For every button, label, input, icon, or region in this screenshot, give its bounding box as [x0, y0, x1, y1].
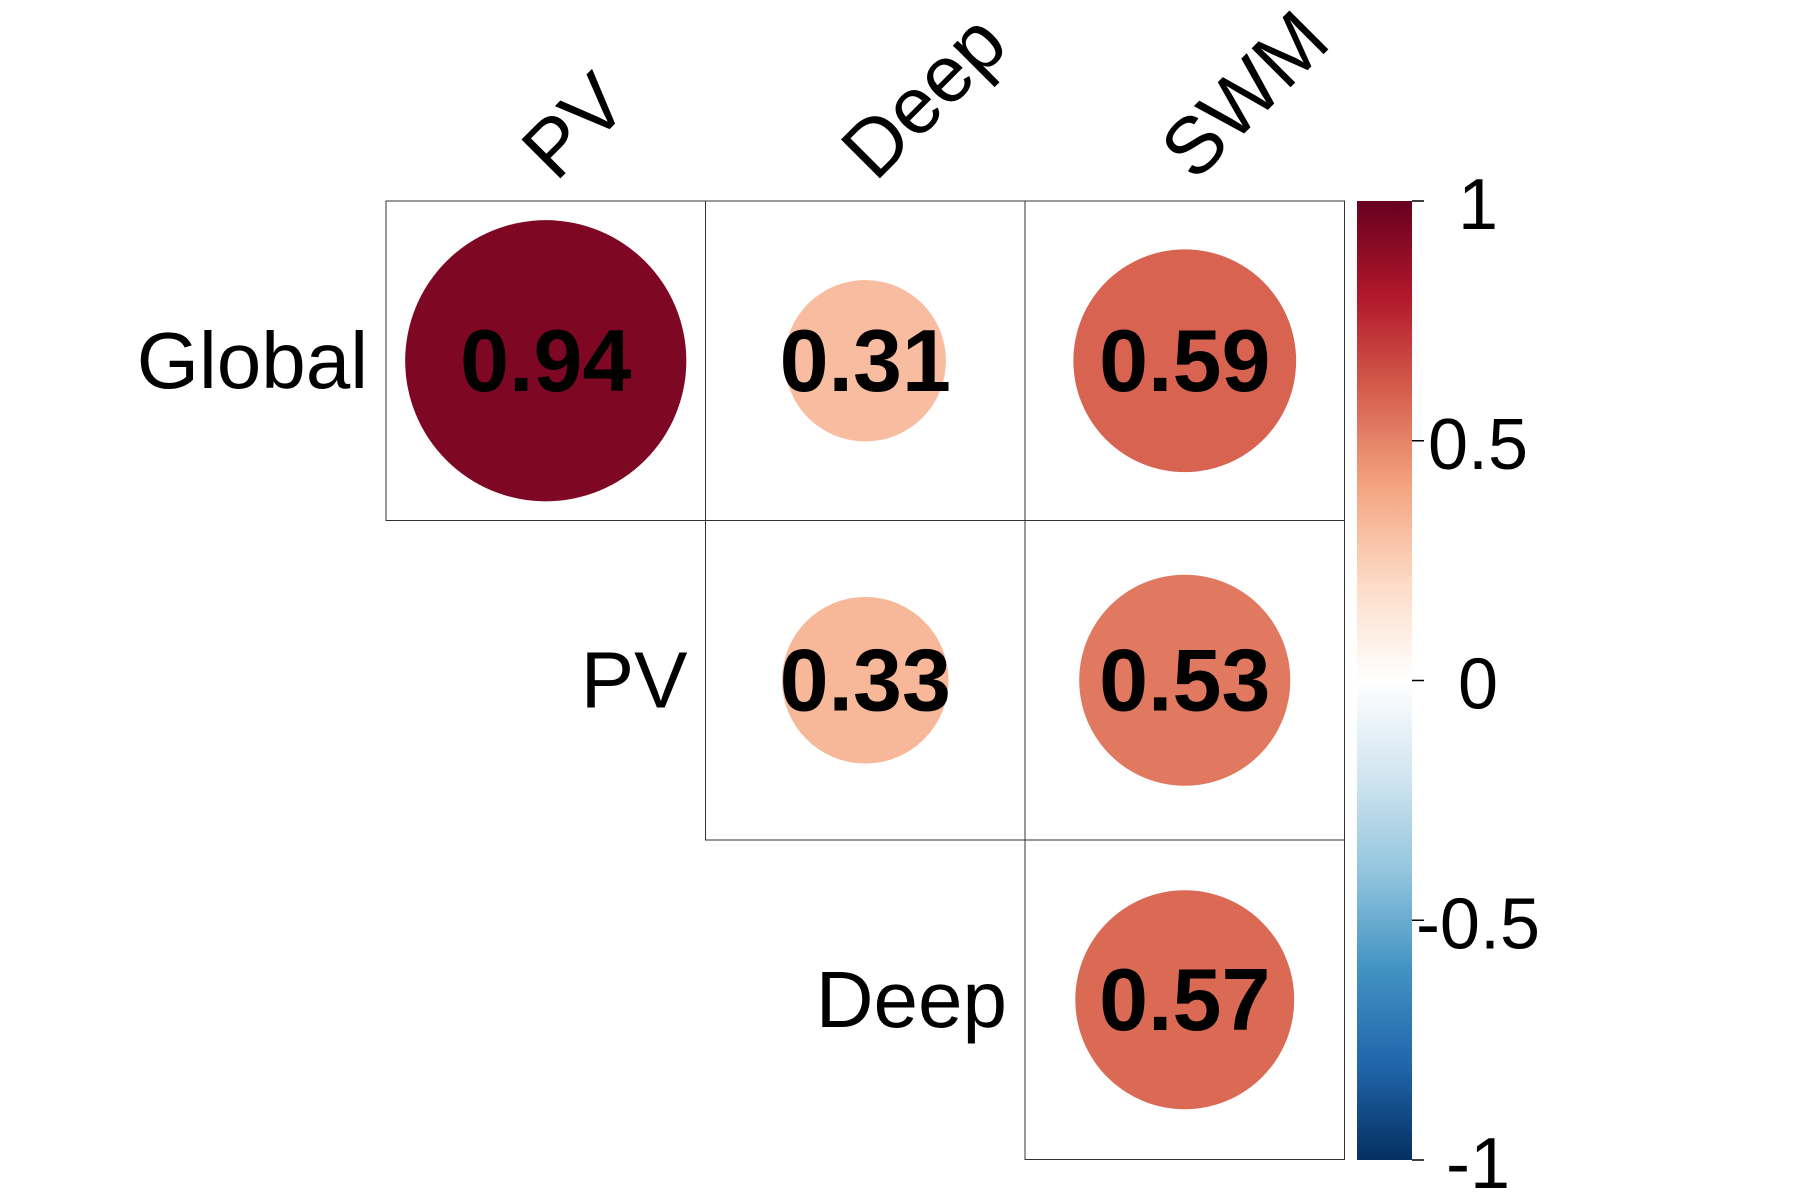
correlation-value-label: 0.33	[780, 630, 951, 729]
correlation-circle	[405, 220, 687, 502]
column-label: Deep	[824, 0, 1022, 195]
column-label: SWM	[1144, 0, 1345, 195]
correlation-value-label: 0.57	[1099, 950, 1270, 1049]
colorbar-tick-label: 0	[1458, 645, 1498, 725]
correlation-circle	[1073, 249, 1297, 473]
correlation-circle	[784, 280, 946, 442]
row-label: PV	[581, 635, 688, 724]
correlation-value-label: 0.59	[1099, 311, 1270, 410]
colorbar-tick-label: 0.5	[1428, 405, 1528, 485]
correlation-value-label: 0.94	[460, 311, 631, 410]
row-label: Deep	[816, 955, 1007, 1044]
column-label: PV	[505, 56, 644, 195]
correlation-circle	[1079, 574, 1291, 786]
row-label: Global	[137, 316, 368, 405]
correlation-value-label: 0.31	[780, 311, 951, 410]
colorbar-tick-label: 1	[1458, 165, 1498, 245]
correlation-circle	[1075, 890, 1295, 1110]
correlation-value-label: 0.53	[1099, 630, 1270, 729]
cell-border	[1024, 839, 1345, 1160]
correlation-circle	[781, 596, 949, 764]
colorbar-tick-label: -0.5	[1416, 884, 1540, 964]
colorbar-tick-label: -1	[1446, 1124, 1510, 1200]
colorbar	[1357, 201, 1412, 1160]
